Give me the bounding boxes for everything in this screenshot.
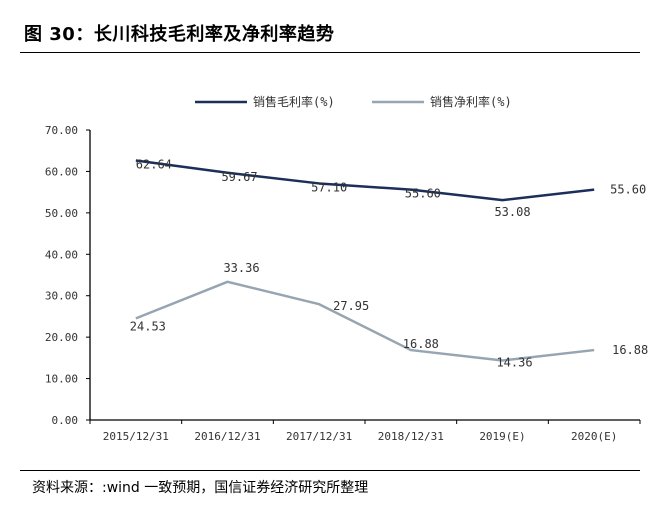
legend-label-1: 销售毛利率(%)	[253, 94, 335, 109]
data-label: 59.67	[221, 170, 257, 184]
data-label: 55.60	[610, 183, 646, 197]
line-chart: 0.00 10.00 20.00 30.00 40.00 50.00 60.00 70.00 2…	[45, 94, 648, 443]
y-tick-label: 60.00	[45, 165, 78, 178]
y-tick-label: 70.00	[45, 124, 78, 137]
data-label: 24.53	[130, 319, 166, 333]
x-tick-label: 2019(E)	[479, 430, 525, 443]
x-tick-label: 2020(E)	[571, 430, 617, 443]
y-tick-label: 10.00	[45, 373, 78, 386]
legend-label-2: 销售净利率(%)	[430, 94, 512, 109]
y-tick-label: 20.00	[45, 331, 78, 344]
data-label: 53.08	[494, 205, 530, 219]
data-label: 16.88	[403, 337, 439, 351]
x-tick-label: 2017/12/31	[286, 430, 352, 443]
y-tick-label: 30.00	[45, 290, 78, 303]
source-note: 资料来源：:wind 一致预期，国信证券经济研究所整理	[32, 480, 369, 496]
source-bar: 资料来源：:wind 一致预期，国信证券经济研究所整理	[20, 470, 640, 496]
data-label: 14.36	[496, 356, 532, 370]
y-tick-label: 0.00	[52, 414, 79, 427]
x-tick-label: 2018/12/31	[378, 430, 444, 443]
x-tick-label: 2015/12/31	[103, 430, 169, 443]
x-tick-label: 2016/12/31	[194, 430, 260, 443]
series-line-2	[135, 280, 595, 362]
y-tick-label: 50.00	[45, 207, 78, 220]
y-tick-label: 40.00	[45, 248, 78, 261]
data-label: 62.64	[136, 157, 172, 171]
data-label: 16.88	[612, 343, 648, 357]
data-label: 27.95	[333, 299, 369, 313]
series-line-1	[135, 159, 595, 202]
data-label: 57.10	[311, 180, 347, 194]
data-label: 55.60	[405, 187, 441, 201]
data-label: 33.36	[223, 261, 259, 275]
title-bar: 图 30：长川科技毛利率及净利率趋势	[20, 14, 640, 53]
figure-title: 图 30：长川科技毛利率及净利率趋势	[24, 24, 335, 45]
